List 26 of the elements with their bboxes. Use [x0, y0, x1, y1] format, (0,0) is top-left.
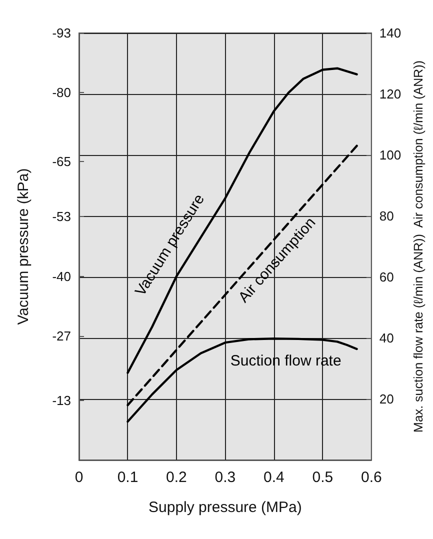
- x-tick-label: 0.3: [214, 469, 236, 486]
- line-series: [126, 338, 358, 423]
- y2-tick-label: 80: [379, 208, 394, 224]
- line-series: [126, 67, 358, 374]
- y-tick-label: -13: [52, 392, 71, 408]
- y-tick-label: -53: [52, 209, 71, 224]
- y2-axis-title: Max. suction flow rate (ℓ/min (ANR)) Air consumption (ℓ/min (ANR)): [412, 60, 426, 433]
- y2-tick-label: 120: [379, 86, 402, 102]
- y2-tick-label: 100: [379, 148, 402, 162]
- y2-tick-label: 60: [379, 270, 394, 284]
- y-tick-label: -65: [52, 154, 71, 170]
- y-tick-label: -80: [52, 85, 71, 100]
- y-tick-label: -93: [52, 26, 71, 40]
- y2-tick-label: 40: [379, 330, 394, 346]
- x-tick-label: 0.1: [117, 469, 138, 486]
- y2-tick-label: 140: [379, 26, 402, 40]
- x-tick-label: 0.2: [166, 469, 187, 486]
- y-axis-title: Vacuum pressure (kPa): [15, 168, 32, 325]
- x-tick-label: 0: [74, 469, 84, 486]
- x-tick-label: 0.5: [312, 469, 334, 486]
- y-tick-label: -27: [52, 328, 71, 344]
- y2-tick-label: 20: [379, 392, 394, 406]
- x-tick-label: 0.4: [264, 469, 284, 486]
- x-axis-title: Supply pressure (MPa): [148, 499, 302, 516]
- y-tick-label: -40: [52, 268, 71, 284]
- x-tick-label: 0.6: [360, 469, 382, 486]
